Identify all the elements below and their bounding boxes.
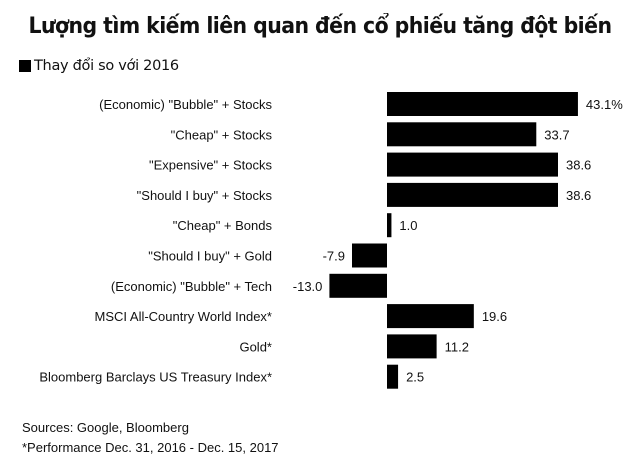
value-label: 38.6 <box>566 188 591 203</box>
chart-title: Lượng tìm kiếm liên quan đến cổ phiếu tă… <box>28 14 613 39</box>
bar <box>387 334 437 359</box>
category-label: (Economic) "Bubble" + Tech <box>111 279 272 294</box>
value-label: 2.5 <box>406 370 424 385</box>
bar <box>387 122 537 147</box>
value-label: 43.1% <box>586 97 623 112</box>
category-label: Bloomberg Barclays US Treasury Index* <box>39 370 272 385</box>
category-label: "Should I buy" + Stocks <box>137 188 273 203</box>
bar <box>387 364 399 389</box>
bar <box>387 304 474 329</box>
bar <box>387 182 558 207</box>
legend-swatch <box>19 60 31 72</box>
value-label: 1.0 <box>399 218 417 233</box>
category-label: Gold* <box>239 339 272 354</box>
legend: Thay đổi so với 2016 <box>19 58 179 74</box>
value-label: -7.9 <box>323 249 345 264</box>
category-label: "Expensive" + Stocks <box>149 158 273 173</box>
category-label: "Should I buy" + Gold <box>148 249 272 264</box>
bar <box>387 92 578 116</box>
value-label: -13.0 <box>293 279 323 294</box>
bar <box>352 243 387 268</box>
value-label: 11.2 <box>445 339 469 354</box>
value-label: 38.6 <box>566 158 591 173</box>
bar <box>329 273 387 298</box>
performance-note: *Performance Dec. 31, 2016 - Dec. 15, 20… <box>22 440 279 455</box>
bar <box>387 152 558 177</box>
value-label: 19.6 <box>482 309 507 324</box>
value-label: 33.7 <box>544 127 569 142</box>
category-label: (Economic) "Bubble" + Stocks <box>99 97 272 112</box>
sources-note: Sources: Google, Bloomberg <box>22 420 189 435</box>
category-label: "Cheap" + Bonds <box>173 218 273 233</box>
legend-label: Thay đổi so với 2016 <box>34 58 179 74</box>
category-label: "Cheap" + Stocks <box>171 127 273 142</box>
bar <box>387 213 392 238</box>
category-label: MSCI All-Country World Index* <box>95 309 273 324</box>
